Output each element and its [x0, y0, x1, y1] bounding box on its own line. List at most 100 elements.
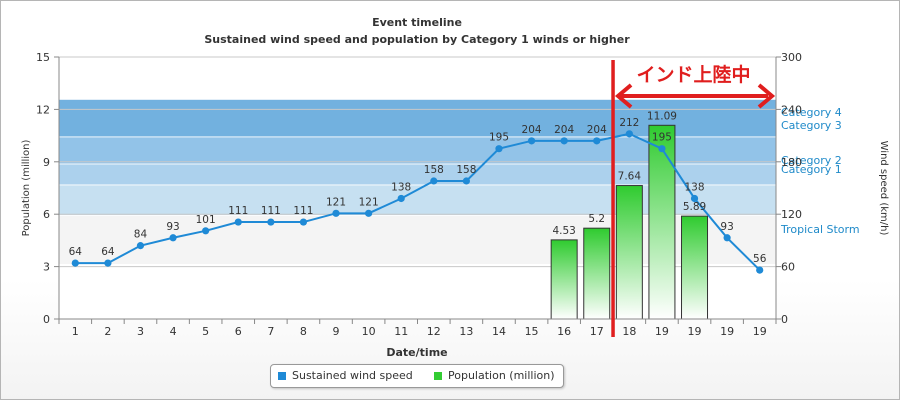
population-bar — [648, 124, 676, 320]
x-tick-label: 2 — [104, 325, 111, 338]
wind-data-label: 121 — [326, 196, 346, 208]
band-label-category-1: Category 1 — [781, 163, 842, 176]
x-tick-label: 5 — [202, 325, 209, 338]
landfall-arrow-right-head — [757, 83, 776, 109]
wind-point — [658, 145, 666, 153]
x-tick-label: 3 — [137, 325, 144, 338]
x-tick-label: 9 — [333, 325, 340, 338]
x-tick-label: 8 — [300, 325, 307, 338]
wind-data-label: 212 — [619, 117, 639, 129]
x-tick-label: 12 — [427, 325, 441, 338]
wind-point — [462, 177, 470, 185]
wind-data-label: 93 — [720, 221, 733, 233]
legend-label-population: Population (million) — [448, 369, 555, 382]
wind-data-label: 195 — [489, 132, 509, 144]
landfall-arrow-left-head — [614, 83, 633, 109]
wind-data-label: 111 — [228, 205, 248, 217]
population-bar — [681, 215, 709, 320]
x-tick-label: 13 — [459, 325, 473, 338]
landfall-annotation-label: インド上陸中 — [637, 63, 751, 86]
x-tick-label: 1 — [72, 325, 79, 338]
population-bar — [615, 185, 643, 320]
wind-point — [527, 137, 536, 145]
x-tick-label: 18 — [622, 325, 636, 338]
wind-data-label: 138 — [391, 181, 411, 193]
wind-data-label: 158 — [424, 164, 444, 176]
y-axis-label-right: Wind speed (km/h) — [878, 141, 889, 236]
x-tick-label: 19 — [753, 325, 767, 338]
wind-series-line — [75, 132, 761, 271]
legend-swatch-wind — [278, 372, 286, 380]
wind-data-label: 204 — [522, 124, 542, 136]
x-tick-label: 15 — [525, 325, 539, 338]
wind-point — [495, 145, 503, 153]
wind-point — [593, 137, 601, 145]
band-label-tropical-storm: Tropical Storm — [780, 223, 860, 236]
wind-point — [267, 218, 275, 226]
wind-data-label: 93 — [166, 221, 179, 233]
wind-point — [560, 137, 568, 145]
x-tick-label: 6 — [235, 325, 242, 338]
population-data-label: 4.53 — [552, 225, 575, 237]
wind-point — [723, 234, 731, 242]
wind-point — [430, 177, 438, 185]
population-data-label: 5.89 — [683, 201, 706, 213]
wind-point — [332, 209, 340, 217]
y2-tick-label: 240 — [781, 103, 802, 116]
wind-data-label: 204 — [587, 124, 607, 136]
wind-data-label: 195 — [652, 132, 672, 144]
population-bar — [550, 239, 578, 320]
x-tick-label: 10 — [362, 325, 376, 338]
y-tick-label: 15 — [36, 51, 50, 64]
wind-point — [690, 194, 699, 203]
wind-point — [202, 227, 210, 235]
wind-data-label: 121 — [359, 196, 379, 208]
population-data-label: 5.2 — [588, 213, 605, 225]
wind-data-label: 56 — [753, 253, 767, 265]
legend-swatch-population — [434, 372, 442, 380]
wind-data-label: 111 — [293, 205, 313, 217]
chart-legend: Sustained wind speed Population (million… — [270, 364, 564, 388]
wind-data-label: 84 — [134, 229, 148, 241]
y-axis-label-left: Population (million) — [21, 139, 32, 236]
wind-data-label: 64 — [69, 246, 83, 258]
x-tick-label: 4 — [170, 325, 177, 338]
x-tick-label: 14 — [492, 325, 506, 338]
x-tick-label: 19 — [688, 325, 702, 338]
chart-subtitle: Sustained wind speed and population by C… — [204, 33, 630, 46]
band-label-category-3: Category 3 — [781, 119, 842, 132]
population-data-label: 7.64 — [618, 171, 642, 183]
wind-point — [397, 194, 405, 203]
y2-tick-label: 120 — [781, 208, 802, 221]
wind-data-label: 64 — [101, 246, 115, 258]
y2-tick-label: 300 — [781, 51, 802, 64]
wind-data-label: 111 — [261, 205, 281, 217]
band-category-2 — [59, 164, 776, 185]
wind-data-label: 138 — [684, 181, 704, 193]
population-data-label: 11.09 — [647, 110, 677, 122]
x-tick-label: 7 — [267, 325, 274, 338]
chart-title: Event timeline — [372, 16, 462, 29]
wind-point — [104, 259, 112, 267]
band-label-category-4: Category 4 — [781, 106, 842, 119]
population-bar — [583, 227, 611, 320]
wind-point — [625, 130, 633, 138]
y2-tick-label: 60 — [781, 261, 795, 274]
y-tick-label: 3 — [43, 261, 50, 274]
wind-point — [234, 218, 242, 226]
wind-point — [136, 242, 145, 250]
wind-point — [169, 234, 177, 242]
y-tick-label: 0 — [43, 313, 50, 326]
wind-data-label: 204 — [554, 124, 574, 136]
wind-point — [756, 266, 764, 274]
wind-point — [71, 259, 79, 267]
y2-tick-label: 0 — [781, 313, 788, 326]
wind-data-label: 101 — [196, 214, 216, 226]
band-label-category-2: Category 2 — [781, 154, 842, 167]
x-tick-label: 19 — [655, 325, 669, 338]
y2-tick-label: 180 — [781, 156, 802, 169]
y-tick-label: 9 — [43, 156, 50, 169]
x-tick-label: 17 — [590, 325, 604, 338]
wind-point — [299, 218, 308, 226]
